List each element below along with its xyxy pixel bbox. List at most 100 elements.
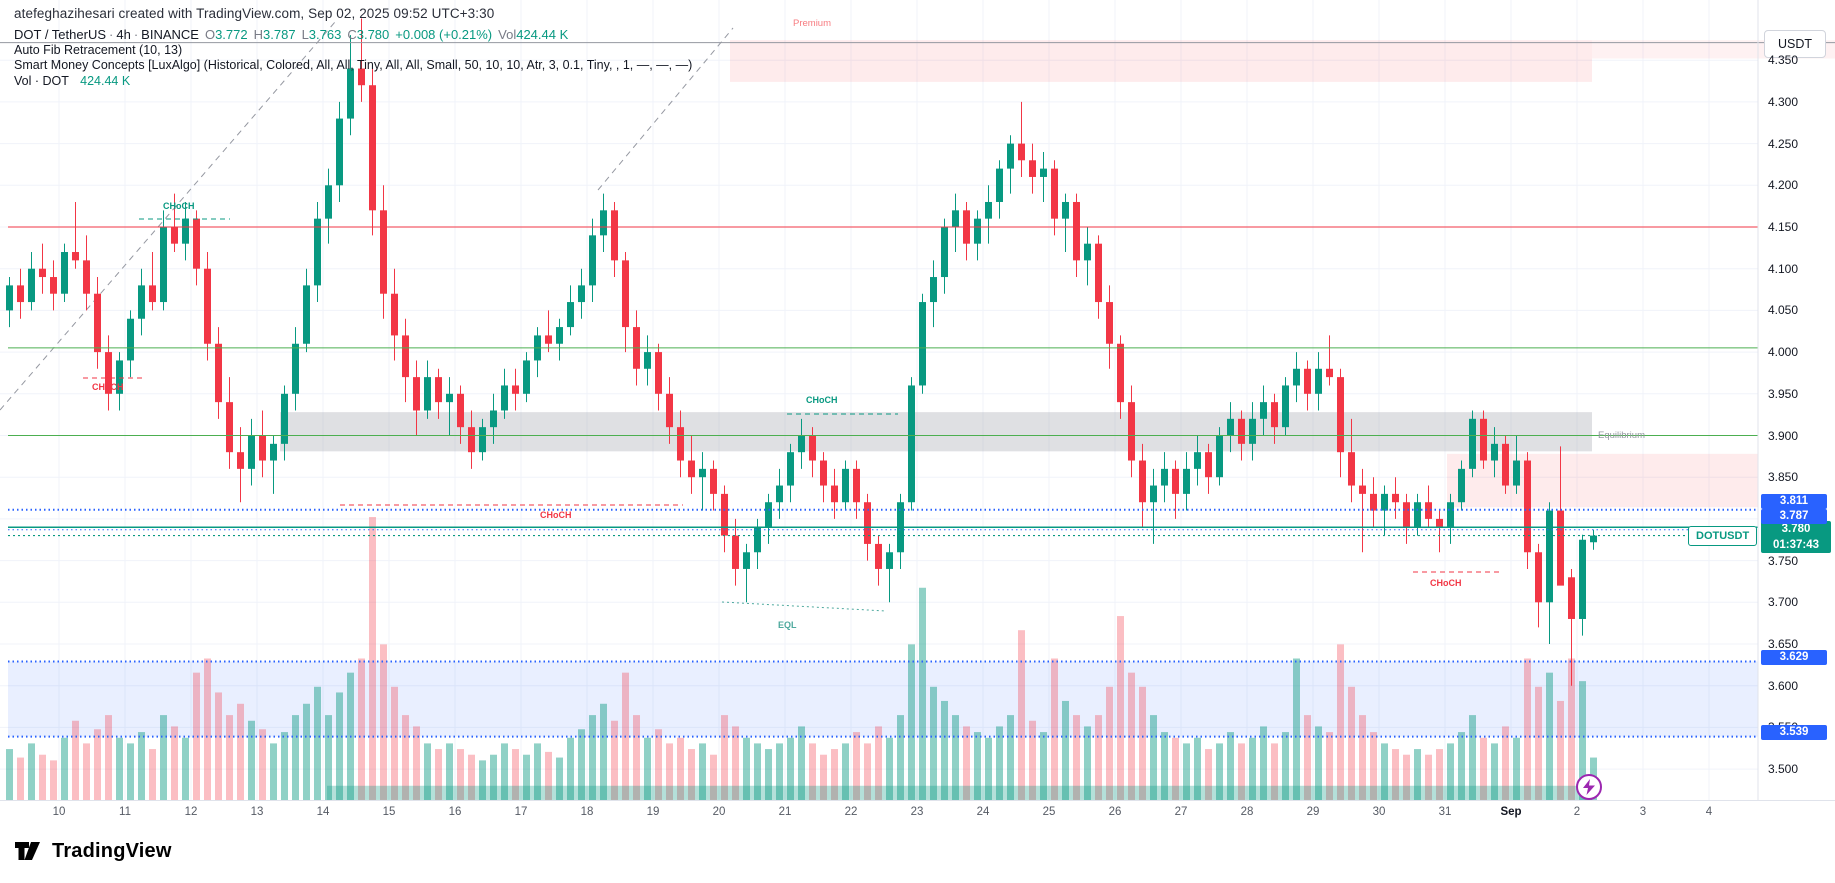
candle [501,385,508,411]
volume-bar [369,517,376,800]
volume-bar [72,720,79,800]
volume-bar [358,658,365,800]
volume-bar [1381,743,1388,800]
time-axis[interactable]: 10 11 12 13 14 15 16 17 18 19 20 21 22 23 24 25 26 27 28 29… [0,800,1835,829]
candle [1392,493,1399,503]
volume-bar [930,686,937,800]
candle [105,352,112,394]
candle [1447,502,1454,528]
symbol-ohlc-row[interactable]: DOT / TetherUS · 4h · BINANCE O3.772 H3.787 L3.… [14,27,569,42]
time-tick-label: 29 [1306,806,1320,818]
candle [270,443,277,461]
volume-bars [6,517,1597,800]
tradingview-logo-icon [15,842,40,860]
watermark-attribution: atefeghazihesari created with TradingVie… [14,6,495,21]
candle [721,493,728,536]
candle [600,210,607,236]
volume-bar [1271,743,1278,800]
volume-bar [963,726,970,800]
volume-bar [1370,732,1377,800]
price-level-badge: 3.811 [1761,494,1827,509]
candle [787,452,794,486]
candle [941,227,948,278]
candle [138,285,145,319]
candle [1238,418,1245,444]
volume-bar [1238,743,1245,800]
volume-bar [985,737,992,800]
volume-bar [413,726,420,800]
volume-bar [281,732,288,800]
currency-toggle-button[interactable]: USDT [1764,30,1826,58]
volume-bar [171,726,178,800]
volume-bar [831,749,838,800]
candle [248,435,255,469]
annotation-label-premium: Premium [793,18,831,29]
candle [50,277,57,294]
indicator-row-smc[interactable]: Smart Money Concepts [LuxAlgo] (Historic… [14,58,693,72]
candle [424,377,431,411]
time-tick-label: 2 [1573,806,1581,818]
interval-label[interactable]: 4h [116,27,131,42]
volume-bar [1260,726,1267,800]
volume-bar [688,749,695,800]
candle [611,210,618,261]
candle [1106,302,1113,344]
candle [798,435,805,453]
candle [1590,535,1597,543]
open-value: 3.772 [215,27,248,42]
quick-trade-flash-icon[interactable] [1576,774,1602,800]
volume-bar [545,751,552,800]
candle [171,227,178,244]
time-tick-label: 22 [844,806,858,818]
price-tick-label: 4.350 [1768,53,1799,68]
volume-row-value: 424.44 K [80,73,131,88]
supply-zone [1447,453,1758,508]
candle [677,427,684,461]
volume-row-label: Vol · DOT [14,73,69,88]
candle [1469,418,1476,469]
volume-bar [1348,686,1355,800]
horizontal-levels [0,42,1835,738]
volume-bar [1502,726,1509,800]
candle [831,485,838,503]
price-level-badge: 3.539 [1761,725,1827,740]
volume-bar [380,644,387,800]
candle [446,393,453,403]
low-label: L [301,27,309,42]
candle [1029,160,1036,177]
volume-bar [1513,737,1520,800]
volume-bar [721,715,728,800]
chart-legend: DOT / TetherUS · 4h · BINANCE O3.772 H3.787 L3.… [14,27,692,89]
price-tick-label: 3.650 [1768,637,1799,651]
candle [699,468,706,478]
price-axis[interactable]: 3.780 01:37:43 4.350 4.300 4.250 4.200 4.150… [1758,0,1835,800]
candle [1458,468,1465,503]
annotation-label-choch: CHoCH [92,382,124,392]
price-tick-label: 3.500 [1768,762,1799,777]
candle [1018,143,1025,161]
demand-zone [8,661,1758,737]
volume-bar [182,737,189,800]
smc-zones [8,40,1835,737]
candle [512,385,519,394]
annotation-label-choch: CHoCH [540,510,572,520]
tradingview-logo[interactable]: TradingView [14,838,172,864]
volume-bar [1172,737,1179,800]
open-label: O [204,27,216,42]
indicator-row-auto-fib[interactable]: Auto Fib Retracement (10, 13) [14,42,183,57]
indicator-row-volume[interactable]: Vol · DOT 424.44 K [14,74,692,90]
volume-bar [919,587,926,800]
candle [1491,443,1498,461]
volume-bar [952,715,959,800]
volume-bar [204,658,211,800]
volume-bar [1216,743,1223,800]
volume-bar [149,749,156,800]
change-value: +0.008 (+0.21%) [395,27,493,42]
price-level-badge: 3.629 [1761,650,1827,665]
high-value: 3.787 [263,27,296,42]
candle [1546,510,1553,603]
time-tick-label: 20 [712,806,726,818]
candle [490,410,497,428]
volume-bar [237,703,244,800]
